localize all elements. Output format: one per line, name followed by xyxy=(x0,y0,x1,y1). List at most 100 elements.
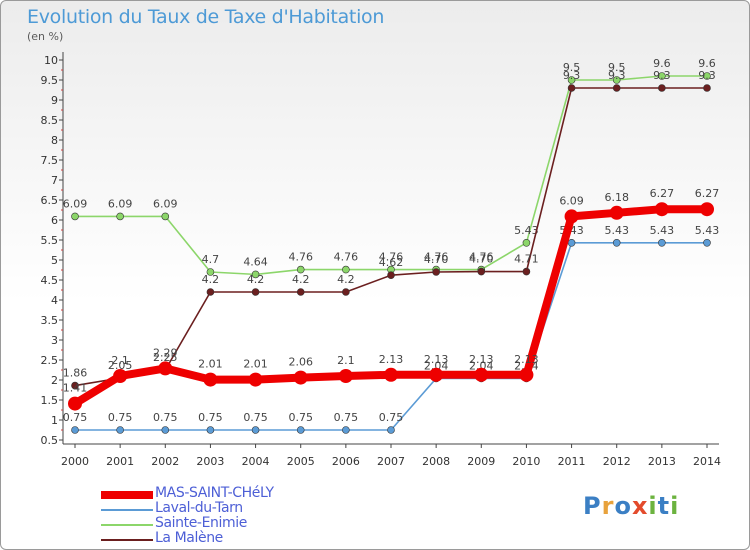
data-label: 4.2 xyxy=(292,273,310,286)
data-label: 2.05 xyxy=(108,359,133,372)
data-point xyxy=(567,84,576,92)
y-tick-label: 7 xyxy=(51,174,58,187)
proxiti-logo: Proxiti xyxy=(583,492,679,520)
y-tick-label: 2 xyxy=(51,374,58,387)
data-label: 2.1 xyxy=(337,354,355,367)
x-tick-label: 2003 xyxy=(196,455,224,468)
series-line xyxy=(75,75,707,276)
data-label: 1.41 xyxy=(63,382,88,395)
logo-letter: i xyxy=(670,492,680,520)
x-tick-label: 2012 xyxy=(603,455,631,468)
data-label: 2.13 xyxy=(424,353,449,366)
data-point xyxy=(522,239,531,247)
data-point xyxy=(612,239,621,247)
data-point xyxy=(342,426,350,434)
data-point xyxy=(338,369,353,383)
y-tick-label: 8.5 xyxy=(41,114,59,127)
data-label: 4.2 xyxy=(247,273,265,286)
data-point xyxy=(474,367,489,382)
y-tick-label: 1.5 xyxy=(41,394,59,407)
x-tick-label: 2007 xyxy=(377,455,405,468)
y-tick-label: 10 xyxy=(44,54,58,67)
data-point xyxy=(612,76,621,84)
legend-swatch xyxy=(101,524,153,526)
y-tick-label: 9 xyxy=(51,94,58,107)
data-label: 5.43 xyxy=(514,224,539,237)
data-label: 0.75 xyxy=(288,411,313,424)
data-point xyxy=(519,367,534,382)
data-label: 4.70 xyxy=(469,253,494,266)
data-label: 9.6 xyxy=(698,57,716,70)
logo-letter: r xyxy=(601,492,615,520)
data-label: 4.71 xyxy=(514,253,539,266)
data-point xyxy=(71,426,79,434)
data-label: 9.3 xyxy=(563,69,581,82)
data-point xyxy=(384,367,398,382)
logo-letter: i xyxy=(648,492,658,520)
legend-label: La Malène xyxy=(155,530,223,546)
x-tick-label: 2005 xyxy=(287,455,315,468)
data-point xyxy=(703,239,711,247)
data-point xyxy=(387,426,395,434)
y-tick-label: 3.5 xyxy=(41,314,59,327)
y-tick-label: 6 xyxy=(51,214,58,227)
data-label: 4.7 xyxy=(202,253,220,266)
data-point xyxy=(567,76,576,84)
x-tick-label: 2001 xyxy=(106,455,134,468)
y-tick-label: 3 xyxy=(51,334,58,347)
data-label: 2.06 xyxy=(288,356,313,369)
data-label: 4.76 xyxy=(424,251,449,264)
data-label: 4.76 xyxy=(334,251,359,264)
data-point xyxy=(251,270,260,279)
data-label: 2.29 xyxy=(153,346,178,359)
data-label: 9.3 xyxy=(608,69,626,82)
data-label: 2.01 xyxy=(243,358,268,371)
data-label: 4.76 xyxy=(469,251,494,264)
data-label: 5.43 xyxy=(695,224,720,237)
data-point xyxy=(612,84,621,92)
data-point xyxy=(658,84,666,92)
y-tick-label: 1 xyxy=(51,414,58,427)
data-label: 4.76 xyxy=(288,251,313,264)
data-label: 4.76 xyxy=(379,251,404,264)
data-point xyxy=(161,212,170,221)
data-label: 4.2 xyxy=(337,273,355,286)
chart-title: Evolution du Taux de Taxe d'Habitation xyxy=(27,6,385,28)
data-label: 4.2 xyxy=(202,273,220,286)
data-point xyxy=(251,426,260,434)
data-point xyxy=(203,372,218,387)
data-point xyxy=(71,212,79,221)
y-tick-label: 2.5 xyxy=(41,354,59,367)
chart-subtitle: (en %) xyxy=(27,30,64,43)
data-point xyxy=(248,372,263,387)
data-point xyxy=(68,396,82,411)
data-point xyxy=(296,288,305,296)
data-point xyxy=(429,367,444,382)
data-label: 2.13 xyxy=(379,353,404,366)
data-point xyxy=(432,268,440,276)
data-point xyxy=(342,288,350,296)
data-label: 6.27 xyxy=(695,187,720,200)
data-label: 9.5 xyxy=(563,61,581,74)
legend-swatch xyxy=(101,539,153,541)
data-label: 6.09 xyxy=(559,194,584,207)
y-tick-label: 0.5 xyxy=(41,434,59,447)
data-label: 2.04 xyxy=(424,359,449,372)
data-label: 4.64 xyxy=(243,255,268,268)
data-point xyxy=(658,239,666,247)
legend-label: Sainte-Enimie xyxy=(155,515,247,531)
logo-letter: P xyxy=(583,492,602,520)
logo-letter: o xyxy=(614,492,632,520)
legend-label: MAS-SAINT-CHéLY xyxy=(155,485,274,501)
data-label: 5.43 xyxy=(650,224,675,237)
data-point xyxy=(654,202,669,217)
data-label: 2.04 xyxy=(469,359,494,372)
x-tick-label: 2008 xyxy=(422,455,450,468)
data-label: 6.18 xyxy=(604,191,629,204)
x-tick-label: 2006 xyxy=(332,455,360,468)
data-point xyxy=(477,267,486,276)
data-label: 2.13 xyxy=(514,353,539,366)
x-tick-label: 2010 xyxy=(512,455,540,468)
data-point xyxy=(703,84,711,92)
